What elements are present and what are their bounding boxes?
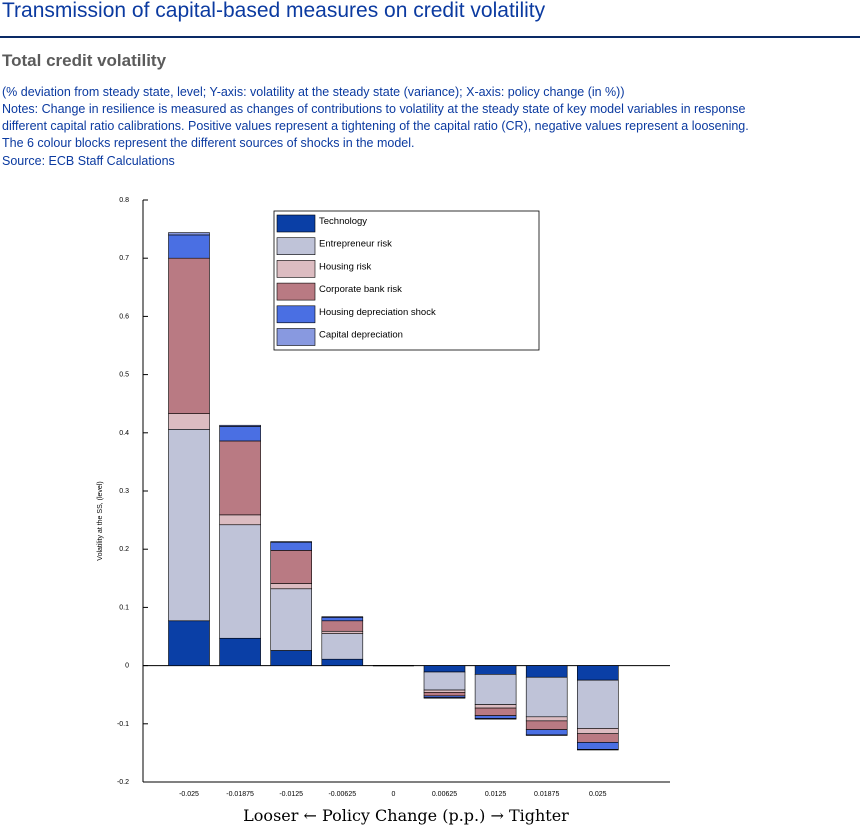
- bar-segment: [525, 676, 568, 718]
- notes-line-1: Notes: Change in resilience is measured …: [2, 102, 746, 116]
- bar-segment: [321, 633, 364, 660]
- bar-segment: [525, 716, 568, 722]
- x-tick-label: 0.0125: [485, 791, 507, 798]
- bar-segment: [219, 524, 261, 639]
- bar-segment: [321, 616, 364, 618]
- bar-segment: [219, 637, 261, 666]
- bar-segment: [168, 257, 210, 414]
- x-tick-label: 0.025: [589, 791, 607, 798]
- bar-segment: [474, 715, 517, 719]
- bar-segment: [168, 232, 210, 236]
- y-axis-label: Volatility at the SS, (level): [97, 481, 104, 560]
- bar-segment: [168, 234, 210, 259]
- bar-segment: [219, 514, 261, 526]
- x-axis-label: Looser ← Policy Change (p.p.) → Tighter: [243, 806, 569, 825]
- y-tick-label: -0.1: [117, 721, 129, 728]
- stacked-bar-chart: -0.2 -0.1 0 0.1 0.2 0.3 0.4 0.5 0.6 0.7 0.8 Volatil…: [97, 197, 670, 825]
- bar-segment: [168, 429, 210, 622]
- notes-line-2: different capital ratio calibrations. Po…: [2, 119, 749, 133]
- legend-label: Entrepreneur risk: [319, 239, 392, 250]
- bar-segment: [474, 665, 517, 675]
- bar-segment: [525, 729, 568, 736]
- bar-segment: [321, 620, 364, 632]
- bar-segment: [270, 583, 313, 590]
- y-tick-label: 0.8: [119, 197, 129, 204]
- y-tick-label: 0: [125, 663, 129, 670]
- legend-label: Corporate bank risk: [319, 284, 402, 295]
- legend-box: [273, 210, 540, 351]
- bar-segment: [168, 413, 210, 430]
- bar-segment: [423, 665, 466, 673]
- y-tick-label: 0.7: [119, 255, 129, 262]
- x-tick-label: -0.01875: [226, 791, 254, 798]
- x-tick-label: 0.00625: [432, 791, 457, 798]
- y-tick-label: 0.3: [119, 488, 129, 495]
- bar-segment: [321, 616, 364, 622]
- bar-segment: [474, 707, 517, 716]
- source-note: Source: ECB Staff Calculations: [2, 154, 175, 168]
- y-tick-label: 0.5: [119, 372, 129, 379]
- bar-segment: [576, 733, 619, 743]
- legend-label: Housing risk: [319, 261, 372, 272]
- bar-segment: [474, 704, 517, 709]
- bar-segment: [576, 665, 619, 681]
- bar-segment: [423, 692, 466, 697]
- bar-segment: [576, 679, 619, 729]
- bar-segment: [576, 749, 619, 751]
- y-tick-label: 0.6: [119, 313, 129, 320]
- legend-swatch: [276, 282, 316, 301]
- legend-swatch: [276, 260, 316, 278]
- bar-segment: [219, 440, 261, 516]
- legend-label: Capital depreciation: [319, 330, 403, 341]
- y-tick-label: 0.2: [119, 546, 129, 553]
- bar-segment: [270, 541, 313, 543]
- legend-swatch: [276, 305, 316, 324]
- bar-segment: [270, 541, 313, 551]
- bar-segment: [219, 424, 261, 427]
- bar-segment: [423, 689, 466, 693]
- bar-segment: [270, 550, 313, 584]
- x-tick-label: -0.00625: [328, 791, 356, 798]
- legend-label: Housing depreciation shock: [319, 307, 436, 318]
- x-tick-label: 0.01875: [534, 791, 559, 798]
- y-tick-label: -0.2: [117, 779, 129, 786]
- section-title: Total credit volatility: [2, 51, 167, 70]
- bar-segment: [576, 742, 619, 750]
- y-tick-label: 0.4: [119, 430, 129, 437]
- bar-segment: [474, 674, 517, 705]
- legend-swatch: [276, 237, 316, 256]
- legend-swatch: [276, 214, 316, 233]
- bar-segment: [321, 630, 364, 634]
- bar-segment: [525, 665, 568, 678]
- x-tick-label: -0.0125: [279, 791, 303, 798]
- bar-segment: [270, 588, 313, 651]
- x-tick-label: -0.025: [179, 791, 199, 798]
- bar-segment: [525, 720, 568, 730]
- bar-segment: [423, 697, 466, 699]
- page-title: Transmission of capital-based measures o…: [2, 0, 546, 22]
- legend-label: Technology: [319, 216, 367, 227]
- legend-swatch: [276, 328, 316, 346]
- chart-description: (% deviation from steady state, level; Y…: [2, 85, 625, 99]
- bar-segment: [270, 650, 313, 666]
- page-header: Transmission of capital-based measures o…: [0, 0, 860, 38]
- bar-segment: [474, 718, 517, 720]
- bar-segment: [168, 620, 210, 666]
- notes-line-3: The 6 colour blocks represent the differ…: [2, 136, 415, 150]
- x-tick-label: 0: [391, 791, 395, 798]
- bar-segment: [423, 671, 466, 691]
- bar-segment: [219, 426, 261, 442]
- bar-segment: [525, 734, 568, 736]
- y-tick-label: 0.1: [119, 604, 129, 611]
- bar-segment: [576, 728, 619, 734]
- bar-segment: [321, 658, 364, 666]
